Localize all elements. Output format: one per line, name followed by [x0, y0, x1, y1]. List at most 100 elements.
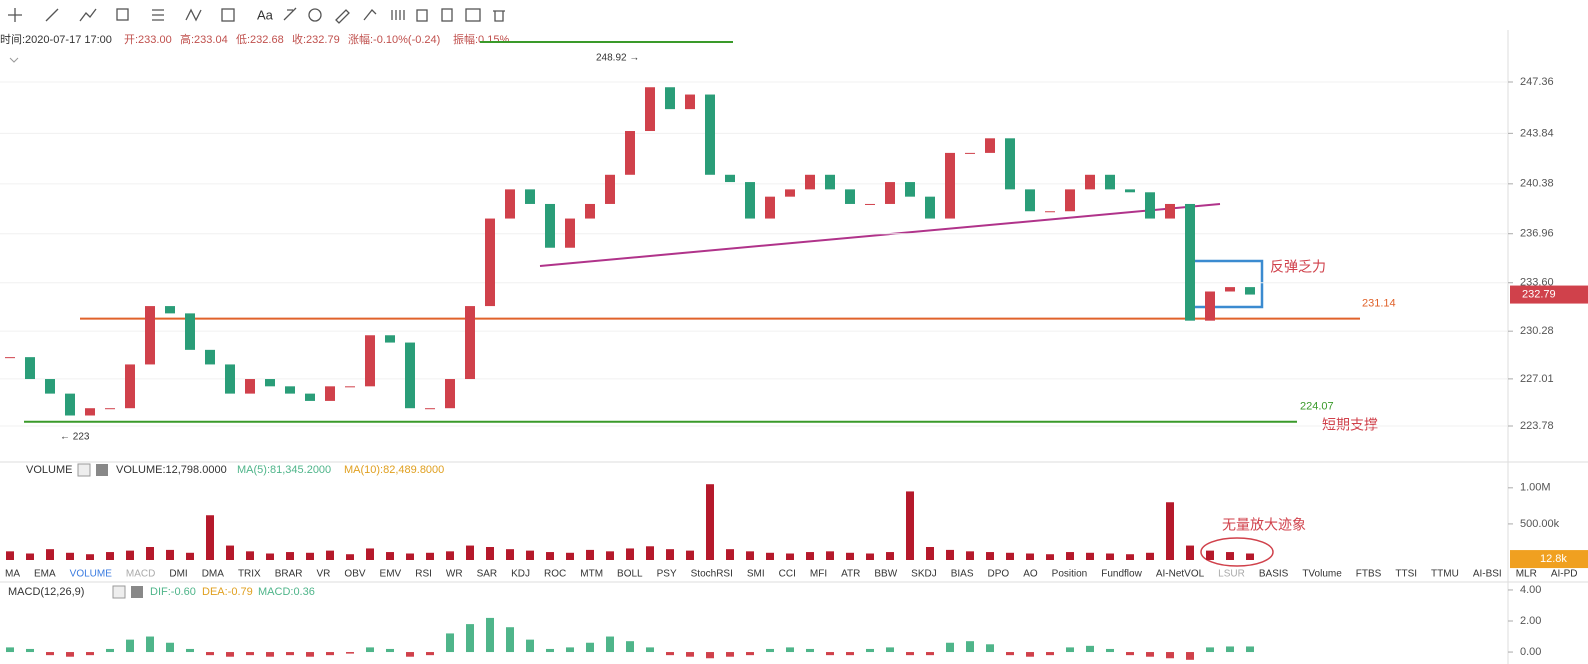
multi-line-tool[interactable]	[79, 8, 97, 22]
indicator-tab[interactable]: BBW	[874, 569, 897, 580]
indicator-tab[interactable]: MACD	[126, 569, 155, 580]
macd-bar	[146, 636, 154, 653]
macd-bar	[1086, 645, 1094, 653]
macd-bar	[266, 652, 274, 657]
indicator-tab[interactable]: AI-BSI	[1473, 569, 1502, 580]
volume-bar	[1046, 554, 1054, 560]
lock-tool[interactable]	[416, 9, 428, 22]
indicator-tab[interactable]: MA	[5, 569, 20, 580]
wave-tool[interactable]	[185, 8, 202, 22]
indicator-tab[interactable]: BIAS	[951, 569, 974, 580]
fib-tool[interactable]	[152, 9, 164, 21]
indicator-tab[interactable]: DMA	[202, 569, 225, 580]
indicator-tab[interactable]: DPO	[988, 569, 1010, 580]
volume-bar	[986, 552, 994, 560]
trend-line	[539, 203, 1221, 267]
indicator-tab[interactable]: LSUR	[1218, 569, 1245, 580]
volume-bar	[906, 491, 914, 560]
screenshot-tool[interactable]	[465, 8, 481, 22]
indicator-tab[interactable]: RSI	[415, 569, 432, 580]
macd-bar	[66, 652, 74, 657]
indicator-tab[interactable]: AO	[1023, 569, 1038, 580]
indicator-tab[interactable]: TVolume	[1302, 569, 1342, 580]
pen-tool[interactable]	[363, 9, 377, 21]
macd-bar	[1246, 646, 1254, 653]
pattern-tool[interactable]	[308, 8, 322, 22]
indicator-tab[interactable]: ATR	[841, 569, 860, 580]
macd-bar	[226, 652, 234, 657]
info-low: 低:232.68	[236, 33, 284, 46]
macd-bar	[106, 648, 114, 653]
indicator-tab[interactable]: EMA	[34, 569, 56, 580]
indicator-tab[interactable]: Position	[1052, 569, 1088, 580]
candle	[625, 131, 635, 175]
indicator-tab[interactable]: EMV	[380, 569, 402, 580]
y-tick-label: 227.01	[1520, 373, 1554, 385]
indicator-tab[interactable]: TTMU	[1431, 569, 1459, 580]
indicator-tab[interactable]: ROC	[544, 569, 566, 580]
indicator-tab[interactable]: Fundflow	[1101, 569, 1142, 580]
indicator-tab[interactable]: BOLL	[617, 569, 643, 580]
indicator-tab[interactable]: VR	[317, 569, 331, 580]
indicator-tab[interactable]: CCI	[779, 569, 796, 580]
volume-bar	[606, 551, 614, 560]
indicator-tab[interactable]: SKDJ	[911, 569, 937, 580]
candle	[685, 94, 695, 110]
settings-icon[interactable]	[112, 585, 126, 599]
indicator-tab[interactable]: FTBS	[1356, 569, 1382, 580]
indicator-tab[interactable]: SMI	[747, 569, 765, 580]
volume-bar	[186, 552, 194, 560]
indicator-tab[interactable]: MFI	[810, 569, 827, 580]
close-icon[interactable]	[96, 464, 108, 476]
indicator-tab[interactable]: KDJ	[511, 569, 530, 580]
macd-bar	[666, 652, 674, 656]
bars-tool[interactable]	[391, 10, 405, 20]
indicator-tab[interactable]: WR	[446, 569, 463, 580]
info-high: 高:233.04	[180, 32, 228, 46]
candle	[965, 152, 975, 154]
brush-tool[interactable]	[283, 7, 297, 21]
candle	[45, 379, 55, 394]
indicator-tab[interactable]: MLR	[1516, 569, 1537, 580]
volume-bar	[646, 546, 654, 560]
candle	[85, 408, 95, 416]
volume-bar	[626, 548, 634, 560]
indicator-tab[interactable]: MTM	[580, 569, 603, 580]
text-tool[interactable]: Aa	[257, 7, 274, 22]
candle	[1205, 291, 1215, 321]
macd-bar	[406, 652, 414, 657]
candle	[885, 182, 895, 204]
indicator-tab[interactable]: BASIS	[1259, 569, 1289, 580]
indicator-tab[interactable]: StochRSI	[691, 569, 733, 580]
indicator-tab[interactable]: OBV	[344, 569, 365, 580]
line-tool[interactable]	[45, 8, 59, 22]
indicator-tab[interactable]: TRIX	[238, 569, 261, 580]
rect-tool[interactable]	[116, 8, 129, 21]
candle	[705, 94, 715, 175]
settings-icon[interactable]	[77, 463, 91, 477]
volume-bar	[1106, 553, 1114, 560]
candle	[825, 174, 835, 190]
crosshair-tool[interactable]	[8, 8, 22, 22]
collapse-icon[interactable]	[9, 57, 19, 63]
indicator-tab[interactable]: AI-NetVOL	[1156, 569, 1205, 580]
macd-bar	[286, 652, 294, 656]
indicator-tab[interactable]: VOLUME	[70, 569, 113, 580]
indicator-tab[interactable]: PSY	[657, 569, 677, 580]
macd-bar	[706, 652, 714, 659]
dea: DEA:-0.79	[202, 586, 253, 598]
delete-tool[interactable]	[493, 10, 505, 22]
indicator-tab[interactable]: AI-PD	[1551, 569, 1578, 580]
indicator-tab[interactable]: TTSI	[1395, 569, 1417, 580]
y-tick-label: 1.00M	[1520, 482, 1551, 494]
copy-tool[interactable]	[441, 8, 453, 22]
volume-bar	[806, 552, 814, 560]
indicator-tab[interactable]: BRAR	[275, 569, 303, 580]
volume-bar	[946, 549, 954, 560]
measure-tool[interactable]	[221, 8, 235, 22]
indicator-tab[interactable]: SAR	[477, 569, 498, 580]
macd-bar	[746, 652, 754, 656]
close-icon[interactable]	[131, 586, 143, 598]
ruler-tool[interactable]	[335, 9, 350, 24]
indicator-tab[interactable]: DMI	[169, 569, 187, 580]
